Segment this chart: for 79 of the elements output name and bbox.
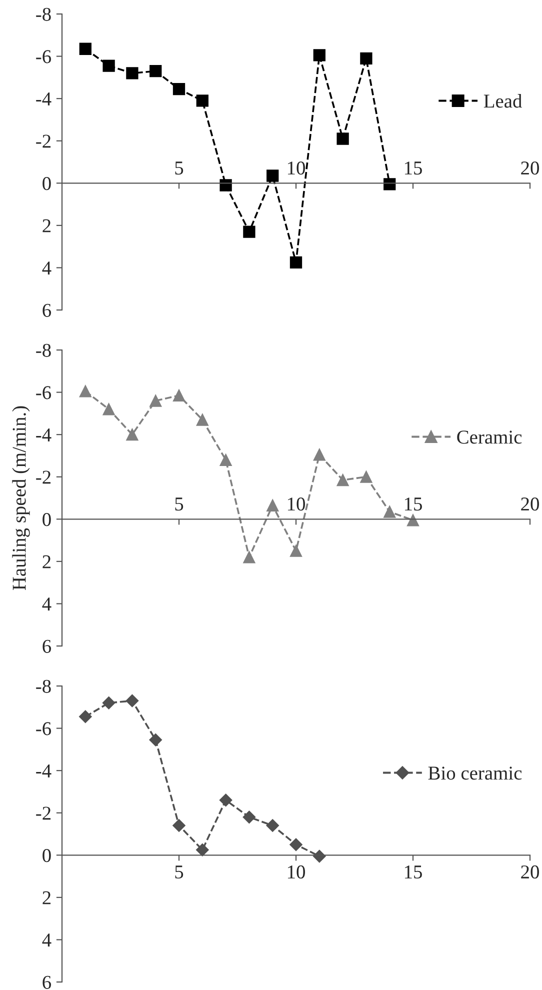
y-tick-label: -6 bbox=[36, 722, 52, 736]
legend-label: Lead bbox=[484, 94, 522, 108]
point bbox=[243, 551, 256, 564]
point bbox=[336, 132, 349, 145]
y-tick-label: 0 bbox=[42, 512, 51, 526]
point bbox=[172, 389, 186, 402]
point bbox=[79, 42, 92, 55]
point bbox=[360, 470, 372, 483]
x-tick-label: 5 bbox=[175, 162, 184, 175]
x-tick-label: 15 bbox=[404, 498, 422, 511]
point bbox=[102, 403, 115, 416]
point bbox=[150, 65, 162, 78]
y-tick-label: 2 bbox=[42, 219, 51, 232]
point bbox=[266, 170, 279, 182]
y-tick-label: -2 bbox=[36, 134, 51, 148]
y-tick-label: -8 bbox=[36, 680, 51, 693]
point bbox=[384, 178, 396, 190]
point bbox=[196, 94, 208, 107]
y-tick-label: -2 bbox=[36, 470, 51, 484]
point bbox=[150, 394, 162, 407]
x-tick-label: 10 bbox=[288, 161, 305, 175]
y-axis-title: Hauling speed (m/min.) bbox=[12, 406, 30, 590]
y-tick-label: 4 bbox=[42, 262, 52, 274]
y-tick-label: -8 bbox=[36, 344, 51, 357]
point bbox=[406, 514, 420, 526]
x-tick-label: 20 bbox=[521, 497, 539, 511]
y-tick-label: -6 bbox=[36, 386, 52, 400]
x-tick-label: 20 bbox=[521, 865, 539, 879]
x-tick-label: 5 bbox=[175, 866, 184, 879]
point bbox=[102, 60, 115, 72]
point bbox=[172, 819, 186, 832]
y-tick-label: 4 bbox=[42, 598, 52, 610]
y-tick-label: 2 bbox=[42, 555, 51, 568]
y-tick-label: 0 bbox=[42, 848, 51, 862]
point bbox=[196, 843, 209, 856]
y-tick-label: 2 bbox=[42, 891, 51, 904]
point bbox=[290, 838, 302, 851]
x-tick-label: 10 bbox=[288, 865, 305, 879]
y-tick-label: -4 bbox=[36, 92, 52, 106]
y-tick-label: 4 bbox=[42, 934, 52, 946]
point bbox=[149, 734, 162, 746]
legend-label: Ceramic bbox=[457, 430, 522, 444]
point bbox=[290, 256, 302, 269]
y-tick-label: 6 bbox=[42, 640, 52, 653]
y-tick-label: 6 bbox=[42, 304, 52, 317]
point bbox=[313, 448, 326, 461]
point bbox=[220, 454, 232, 466]
y-tick-label: -4 bbox=[36, 428, 52, 442]
point bbox=[172, 82, 186, 96]
x-tick-label: 5 bbox=[175, 498, 184, 511]
point bbox=[78, 710, 92, 724]
point bbox=[126, 428, 138, 441]
y-tick-label: 6 bbox=[42, 976, 52, 989]
x-tick-label: 15 bbox=[404, 162, 422, 175]
point bbox=[384, 506, 396, 518]
point bbox=[336, 474, 349, 486]
point bbox=[126, 67, 138, 80]
x-tick-label: 15 bbox=[404, 866, 422, 879]
point bbox=[360, 52, 372, 64]
y-tick-label: -4 bbox=[36, 764, 52, 778]
point bbox=[102, 696, 116, 710]
y-tick-label: -8 bbox=[36, 8, 51, 21]
point bbox=[290, 544, 302, 557]
legend-label: Bio ceramic bbox=[428, 766, 522, 780]
point bbox=[196, 414, 208, 426]
x-tick-label: 20 bbox=[521, 161, 539, 175]
point bbox=[219, 794, 232, 807]
point bbox=[313, 49, 326, 62]
point bbox=[79, 385, 92, 398]
y-tick-label: -6 bbox=[36, 50, 52, 64]
x-tick-label: 10 bbox=[288, 497, 305, 511]
y-tick-label: 0 bbox=[42, 176, 51, 190]
point bbox=[242, 810, 256, 824]
y-tick-label: -2 bbox=[36, 806, 51, 820]
point bbox=[266, 499, 279, 512]
point bbox=[266, 819, 280, 832]
point bbox=[220, 179, 232, 192]
point bbox=[243, 226, 256, 238]
point bbox=[126, 694, 139, 708]
